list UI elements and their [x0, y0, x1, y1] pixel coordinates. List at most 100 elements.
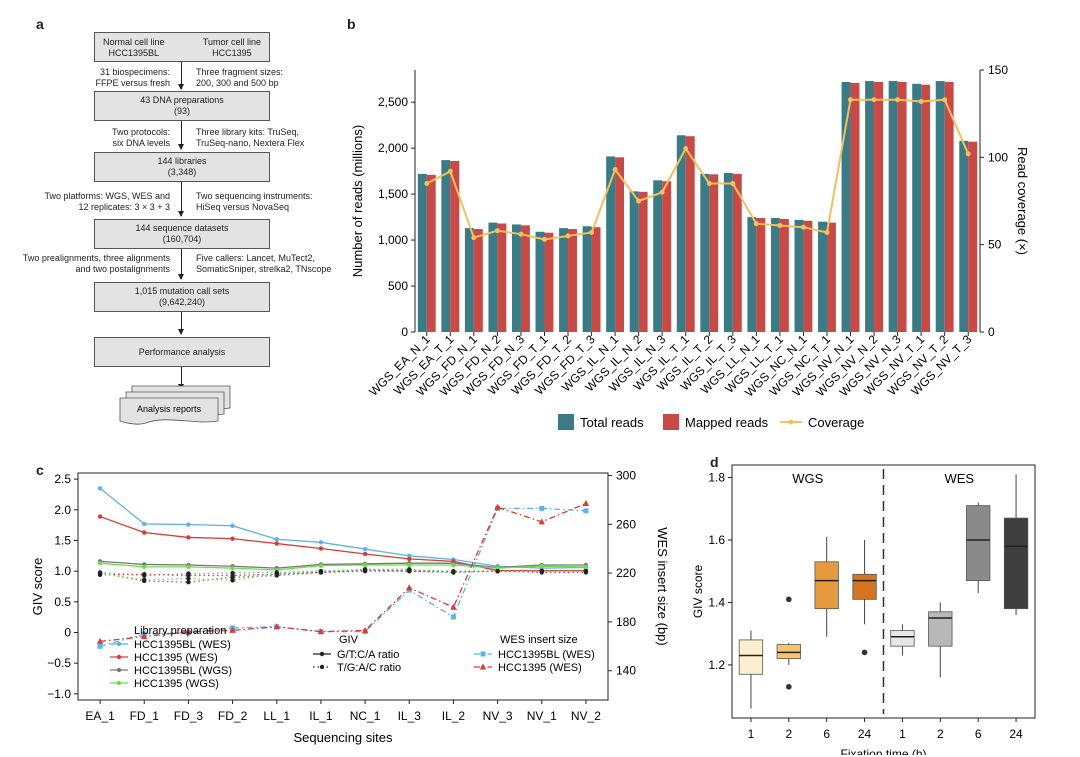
y-tick-label: 2.0	[54, 503, 71, 517]
series-point-1	[142, 530, 147, 535]
x-tick-label: 24	[858, 727, 872, 741]
bar-total-reads	[935, 81, 945, 332]
legend-title-giv: GIV	[339, 634, 359, 646]
group-label-wgs: WGS	[792, 471, 823, 486]
bar-mapped-reads	[944, 81, 954, 332]
series-point-0	[97, 486, 103, 491]
bar-mapped-reads	[615, 157, 625, 332]
series-line-0	[99, 487, 586, 569]
x-tick-label: 6	[823, 727, 830, 741]
x-tick-label: IL_3	[398, 709, 422, 723]
plot-frame	[77, 472, 609, 701]
y-axis-title: GIV score	[691, 565, 705, 619]
y2-axis-title: Read coverage (×)	[1015, 147, 1030, 255]
bar-mapped-reads	[520, 225, 530, 332]
series-point-0	[230, 523, 235, 528]
coverage-point	[471, 235, 477, 241]
series-point-0	[186, 522, 191, 527]
series-point-3	[142, 564, 147, 570]
y-tick-label: 1.8	[708, 470, 725, 484]
series-line-9	[100, 502, 587, 643]
box-outlier	[786, 596, 792, 603]
x-tick-label: FD_3	[174, 709, 204, 723]
legend-marker-library	[116, 654, 122, 660]
box-dna-preparations: 43 DNA preparations (93)	[94, 91, 270, 121]
bar-total-reads	[818, 221, 827, 332]
flow-step3-right: Two sequencing instruments: HiSeq versus …	[196, 191, 313, 212]
panel-letter-c: c	[36, 462, 44, 478]
y-tick-label: 2,000	[378, 141, 408, 155]
bar-mapped-reads	[450, 161, 460, 332]
normal-cell-line-label: Normal cell line	[103, 37, 165, 47]
bar-mapped-reads	[568, 229, 577, 332]
series-point-1	[274, 541, 279, 546]
x-tick-label: 2	[785, 727, 792, 741]
x-tick-label: NC_1	[350, 709, 381, 723]
series-point-9	[406, 584, 413, 591]
series-point-1	[318, 546, 324, 551]
y-axis-title: GIV score	[30, 558, 45, 616]
bar-mapped-reads	[591, 227, 601, 332]
coverage-point	[965, 151, 971, 157]
x-tick-label: 1	[899, 727, 906, 741]
series-point-0	[274, 537, 279, 542]
bar-mapped-reads	[968, 141, 978, 332]
bar-total-reads	[464, 228, 474, 332]
box-wgs-1	[738, 639, 764, 675]
flow-arrow-3	[178, 182, 184, 217]
legend-label-total-reads: Total reads	[580, 415, 644, 430]
panel-b-reads-chart: 0 500 1,000 1,500 2,000 2,500 0 50 100 150 Number …	[350, 63, 1030, 430]
bar-total-reads	[559, 228, 569, 332]
coverage-point	[518, 231, 524, 237]
legend-label-wes: HCC1395BL (WES)	[498, 649, 595, 661]
x-tick-label: FD_1	[130, 709, 160, 723]
x-tick-label: IL_2	[442, 709, 466, 723]
series-point-7	[362, 567, 368, 572]
series-point-1	[362, 551, 368, 557]
series-point-7	[539, 568, 544, 574]
series-point-3	[451, 562, 456, 568]
y-tick-label: 2,500	[378, 95, 408, 109]
series-point-9	[361, 626, 369, 633]
flow-step2-right: Three library kits: TruSeq, TruSeq-nano, …	[196, 127, 305, 148]
legend-label-coverage: Coverage	[808, 415, 864, 430]
x-tick-label: 24	[1009, 727, 1023, 741]
bar-total-reads	[770, 218, 780, 332]
y2-axis-title: WES insert size (bp)	[655, 527, 670, 645]
legend-marker-giv	[319, 664, 325, 670]
flow-step4-right: Five callers: Lancet, MuTect2, SomaticSni…	[196, 253, 332, 274]
bar-total-reads	[794, 219, 804, 332]
legend-swatch-mapped-reads	[663, 414, 679, 430]
flow-step3-left: Two platforms: WGS, WES and 12 replicates…	[44, 191, 170, 212]
series-point-6	[186, 580, 191, 585]
bar-mapped-reads	[897, 81, 907, 332]
box-sequence-datasets: 144 sequence datasets (160,704)	[94, 219, 270, 249]
series-point-8	[450, 614, 456, 620]
analysis-reports-stack: Analysis reports	[119, 385, 231, 425]
series-point-3	[186, 564, 191, 570]
bar-mapped-reads	[779, 218, 789, 332]
bar-total-reads	[417, 173, 427, 332]
bar-total-reads	[865, 81, 875, 332]
flow-arrow-1	[178, 62, 184, 90]
bar-mapped-reads	[497, 223, 507, 332]
y-tick-label: 500	[388, 279, 408, 293]
coverage-point	[706, 181, 712, 187]
series-point-7	[142, 577, 147, 582]
coverage-point	[683, 146, 689, 152]
bar-total-reads	[629, 191, 639, 332]
y2-tick-label: 100	[988, 150, 1008, 164]
flow-arrow-5	[178, 312, 184, 335]
bar-total-reads	[841, 81, 851, 332]
panel-c-giv-chart: −1.0 −0.5 0 0.5 1.0 1.5 2.0 2.5 140 180 220 260 300 E…	[30, 468, 670, 745]
bar-total-reads	[912, 83, 922, 332]
bar-total-reads	[488, 222, 498, 332]
legend-swatch-total-reads	[558, 414, 574, 430]
legend-label-wes: HCC1395 (WES)	[498, 662, 582, 674]
series-point-9	[141, 633, 148, 640]
analysis-reports-label: Analysis reports	[137, 404, 202, 414]
y2-tick-label: 300	[616, 468, 636, 482]
box-mutation-call-sets: 1,015 mutation call sets (9,642,240)	[94, 282, 270, 312]
series-point-1	[230, 536, 235, 541]
coverage-point	[753, 221, 759, 227]
